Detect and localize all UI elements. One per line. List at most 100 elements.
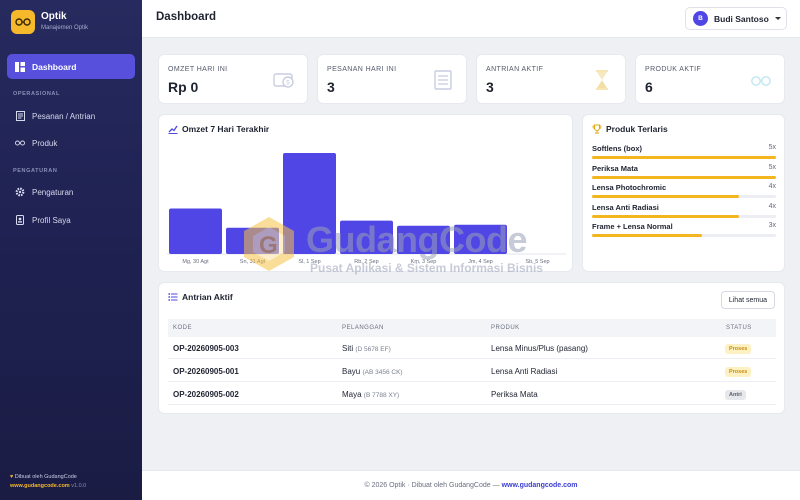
section-label-operasional: OPERASIONAL [13, 91, 60, 97]
top-product-item: Softlens (box) 5x [592, 144, 776, 159]
progress-track [592, 214, 776, 218]
progress-fill [592, 234, 703, 237]
table-header: KODE PELANGGAN PRODUK STATUS [168, 319, 776, 337]
product-name: Softlens (box) [592, 144, 642, 153]
sidebar-item-pesanan[interactable]: Pesanan / Antrian [7, 105, 135, 127]
table-row[interactable]: OP-20260905-001 Bayu (AB 3456 CK) Lensa An… [168, 360, 776, 382]
progress-fill [592, 195, 740, 198]
top-products-title: Produk Terlaris [606, 124, 668, 134]
stat-label: PRODUK AKTIF [645, 66, 702, 73]
column-header: KODE [173, 325, 193, 331]
x-tick-label: Sn, 31 Agt [240, 259, 266, 265]
top-product-item: Lensa Anti Radiasi 4x [592, 203, 776, 218]
chart-title: Omzet 7 Hari Terakhir [182, 124, 270, 134]
table-row[interactable]: OP-20260905-003 Siti (D 5678 EF) Lensa Min… [168, 337, 776, 359]
progress-track [592, 234, 776, 237]
sidebar-item-profil[interactable]: Profil Saya [7, 209, 135, 231]
top-products-card: Produk Terlaris Softlens (box) 5x Periksa … [582, 114, 785, 272]
top-product-item: Periksa Mata 5x [592, 164, 776, 179]
topbar: Dashboard B Budi Santoso [142, 0, 800, 38]
version-text: v1.0.0 [71, 483, 87, 489]
stat-card-omzet: OMZET HARI INI Rp 0 $ [158, 54, 308, 104]
heart-icon: ♥ [10, 474, 14, 480]
progress-fill [592, 156, 776, 159]
page-title: Dashboard [156, 11, 217, 23]
product-count: 5x [768, 144, 776, 151]
id-card-icon [15, 215, 25, 225]
stat-value: 3 [486, 79, 494, 95]
app-name: Optik [41, 11, 67, 22]
status-badge: Proses [725, 367, 752, 377]
footer-text: © 2026 Optik · Dibuat oleh GudangCode — [364, 482, 500, 489]
customer-name: Bayu [342, 367, 361, 376]
money-icon: $ [273, 73, 294, 88]
credit-text: Dibuat oleh GudangCode [14, 474, 77, 480]
stat-label: ANTRIAN AKTIF [486, 66, 544, 73]
x-tick-label: Mg, 30 Agt [182, 259, 209, 265]
app-subtitle: Manajemen Optik [41, 25, 89, 31]
stat-label: PESANAN HARI INI [327, 66, 397, 73]
page-footer: © 2026 Optik · Dibuat oleh GudangCode — … [142, 470, 800, 500]
plate-number: (D 5678 EF) [355, 346, 391, 353]
svg-text:$: $ [286, 80, 290, 86]
progress-track [592, 156, 776, 159]
brand[interactable]: Optik Manajemen Optik [11, 10, 88, 34]
stat-card-antrian: ANTRIAN AKTIF 3 [476, 54, 626, 104]
user-menu-button[interactable]: B Budi Santoso [685, 7, 787, 30]
chart-bar[interactable] [454, 224, 507, 254]
queue-title: Antrian Aktif [182, 292, 233, 302]
product-count: 3x [768, 222, 776, 229]
chart-bar[interactable] [340, 220, 393, 254]
sidebar-item-dashboard[interactable]: Dashboard [7, 54, 135, 79]
footer-link[interactable]: www.gudangcode.com [501, 482, 578, 489]
x-tick-label: Sl, 1 Sep [298, 259, 320, 265]
product-count: 4x [768, 202, 776, 210]
chart-bar[interactable] [226, 227, 279, 254]
column-header: PRODUK [491, 325, 520, 331]
stat-card-produk: PRODUK AKTIF 6 [635, 54, 785, 104]
sidebar-item-label: Produk [32, 138, 58, 148]
receipt-icon [15, 111, 25, 121]
customer-name: Siti [342, 344, 354, 353]
plate-number: (AB 3456 CK) [362, 369, 403, 376]
product-name: Periksa Mata [592, 163, 638, 173]
list-icon [168, 292, 178, 302]
x-tick-label: Sb, 5 Sep [525, 259, 549, 265]
table-row[interactable]: OP-20260905-002 Maya (B 7788 XY) Periksa M… [168, 383, 776, 405]
stat-label: OMZET HARI INI [168, 66, 228, 73]
x-tick-label: Rb, 2 Sep [354, 259, 378, 265]
top-product-item: Frame + Lensa Normal 3x [592, 222, 776, 237]
glasses-icon [751, 76, 771, 86]
order-code: OP-20260905-003 [173, 344, 239, 353]
see-all-button[interactable]: Lihat semua [720, 291, 775, 309]
progress-fill [592, 214, 740, 218]
progress-fill [592, 175, 776, 179]
dashboard-icon [15, 61, 25, 72]
sidebar-footer: ♥ Dibuat oleh GudangCode www.gudangcode.… [10, 473, 86, 491]
trophy-icon [592, 124, 602, 134]
user-name: Budi Santoso [714, 13, 769, 24]
product-name: Lensa Photochromic [592, 183, 667, 192]
chart-bar[interactable] [169, 208, 222, 254]
revenue-chart-card: Omzet 7 Hari Terakhir Mg, 30 Agt Sn, 31 A… [158, 114, 573, 272]
order-code: OP-20260905-002 [173, 390, 239, 399]
avatar: B [693, 11, 708, 26]
sidebar-item-label: Dashboard [32, 61, 77, 72]
section-label-pengaturan: PENGATURAN [13, 168, 58, 174]
product-cell: Lensa Anti Radiasi [491, 367, 558, 376]
product-count: 4x [768, 183, 776, 190]
sidebar-item-label: Pesanan / Antrian [32, 111, 96, 121]
chart-bar[interactable] [283, 153, 336, 254]
sidebar: Optik Manajemen Optik Dashboard OPERASIO… [0, 0, 142, 500]
glasses-logo-icon [11, 10, 35, 34]
progress-track [592, 175, 776, 179]
gear-icon [15, 187, 25, 197]
progress-track [592, 195, 776, 198]
stat-value: Rp 0 [168, 79, 199, 95]
chart-bar[interactable] [397, 225, 450, 254]
sidebar-item-pengaturan[interactable]: Pengaturan [7, 181, 135, 203]
hourglass-icon [596, 70, 608, 90]
sidebar-item-produk[interactable]: Produk [7, 132, 135, 154]
site-link[interactable]: www.gudangcode.com [10, 483, 70, 489]
top-product-item: Lensa Photochromic 4x [592, 183, 776, 198]
